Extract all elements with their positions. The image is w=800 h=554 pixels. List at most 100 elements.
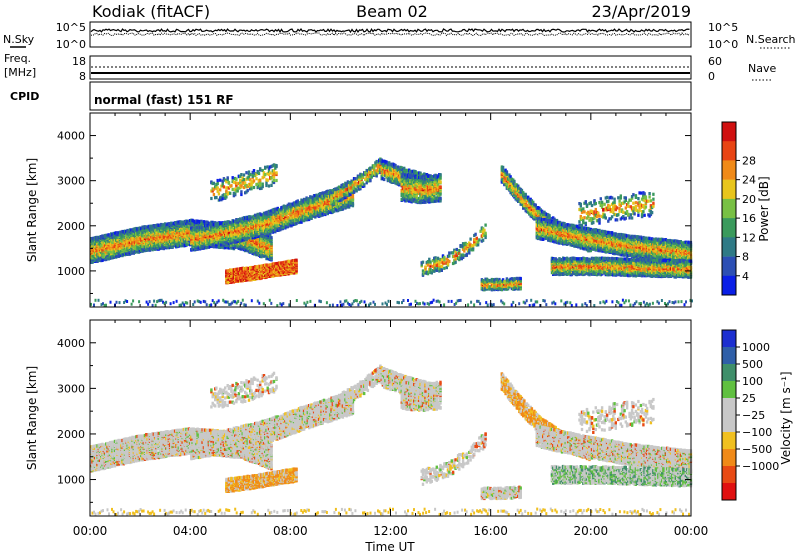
nsky-line	[90, 27, 690, 34]
radar-cell	[176, 236, 179, 240]
radar-cell	[141, 225, 144, 229]
radar-cell	[176, 220, 179, 224]
nave-tick-top: 60	[708, 55, 722, 68]
radar-cell	[166, 244, 169, 249]
radar-cell	[157, 246, 160, 250]
nsearch-line	[90, 32, 690, 37]
radar-cell	[178, 226, 182, 230]
radar-cell	[121, 241, 124, 245]
radar-cell	[131, 236, 134, 240]
radar-cell	[133, 231, 137, 235]
freq-label-2: [MHz]	[4, 66, 36, 79]
radar-cell	[100, 242, 103, 247]
radar-cell	[158, 223, 162, 227]
radar-cell	[176, 227, 179, 231]
radar-cell	[141, 232, 144, 237]
radar-cell	[168, 233, 172, 237]
radar-cell	[162, 223, 165, 227]
radar-cell	[168, 222, 172, 226]
radar-cell	[152, 244, 155, 248]
radar-cell	[166, 235, 169, 239]
radar-cell	[152, 224, 155, 228]
radar-cell	[92, 247, 95, 251]
radar-cell	[165, 223, 168, 227]
radar-cell	[161, 234, 164, 238]
radar-cell	[90, 259, 93, 263]
radar-cell	[158, 231, 162, 235]
radar-cell	[152, 229, 155, 233]
radar-cell	[177, 220, 180, 224]
radar-cell	[131, 242, 134, 246]
radar-cell	[166, 226, 169, 230]
radar-cell	[110, 243, 113, 247]
radar-cell	[110, 250, 113, 254]
radar-cell	[121, 248, 124, 252]
radar-cell	[170, 224, 173, 228]
station-title: Kodiak (fitACF)	[92, 2, 210, 21]
radar-cell	[126, 241, 129, 245]
radar-cell	[148, 243, 152, 247]
freq-panel	[89, 55, 692, 80]
radar-cell	[160, 243, 163, 247]
radar-cell	[118, 233, 122, 237]
radar-cell	[152, 237, 155, 241]
radar-cell	[146, 232, 149, 236]
freq-tick-bottom: 8	[79, 70, 86, 83]
radar-cell	[167, 229, 170, 233]
radar-cell	[176, 244, 179, 249]
radar-cell	[167, 222, 170, 226]
radar-cell	[102, 250, 105, 254]
cpid-text: normal (fast) 151 RF	[94, 93, 234, 107]
radar-cell	[105, 233, 108, 237]
radar-cell	[173, 221, 177, 225]
radar-cell	[107, 239, 110, 243]
radar-cell	[97, 236, 100, 240]
nave-tick-bottom: 0	[708, 70, 715, 83]
radar-cell	[158, 227, 162, 231]
nsky-tick-top: 10^5	[56, 21, 86, 34]
radar-cell	[170, 239, 173, 243]
radar-cell	[126, 236, 129, 240]
radar-cell	[166, 224, 169, 228]
radar-cell	[160, 222, 163, 227]
radar-cell	[128, 230, 132, 234]
nsearch-tick-bottom: 10^0	[708, 38, 738, 51]
radar-cell	[136, 227, 139, 231]
radar-cell	[131, 228, 134, 232]
radar-cell	[161, 226, 164, 230]
radar-cell	[176, 234, 179, 238]
radar-cell	[105, 256, 108, 260]
radar-cell	[148, 240, 152, 244]
radar-cell	[175, 221, 178, 225]
radar-cell	[153, 232, 157, 236]
radar-cell	[117, 235, 120, 239]
radar-cell	[171, 229, 174, 233]
radar-cell	[110, 232, 113, 236]
radar-cell	[148, 247, 152, 251]
radar-cell	[170, 221, 173, 225]
radar-cell	[146, 248, 149, 252]
radar-cell	[165, 246, 168, 250]
radar-cell	[110, 241, 113, 245]
radar-cell	[160, 226, 163, 230]
radar-cell	[270, 236, 273, 240]
radar-cell	[148, 224, 152, 228]
radar-cell	[107, 233, 110, 237]
beam-title: Beam 02	[356, 2, 428, 21]
radar-cell	[153, 224, 157, 228]
radar-cell	[172, 243, 175, 248]
radar-cell	[166, 222, 169, 226]
radar-cell	[171, 223, 174, 228]
radar-cell	[158, 235, 162, 239]
radar-cell	[136, 250, 139, 254]
radar-cell	[178, 220, 182, 224]
radar-cell	[151, 232, 154, 236]
radar-cell	[155, 242, 158, 246]
radar-cell	[163, 222, 167, 226]
radar-cell	[118, 252, 122, 256]
radar-cell	[141, 228, 144, 232]
radar-cell	[97, 251, 100, 255]
radar-cell	[123, 229, 127, 233]
radar-cell	[117, 231, 120, 235]
